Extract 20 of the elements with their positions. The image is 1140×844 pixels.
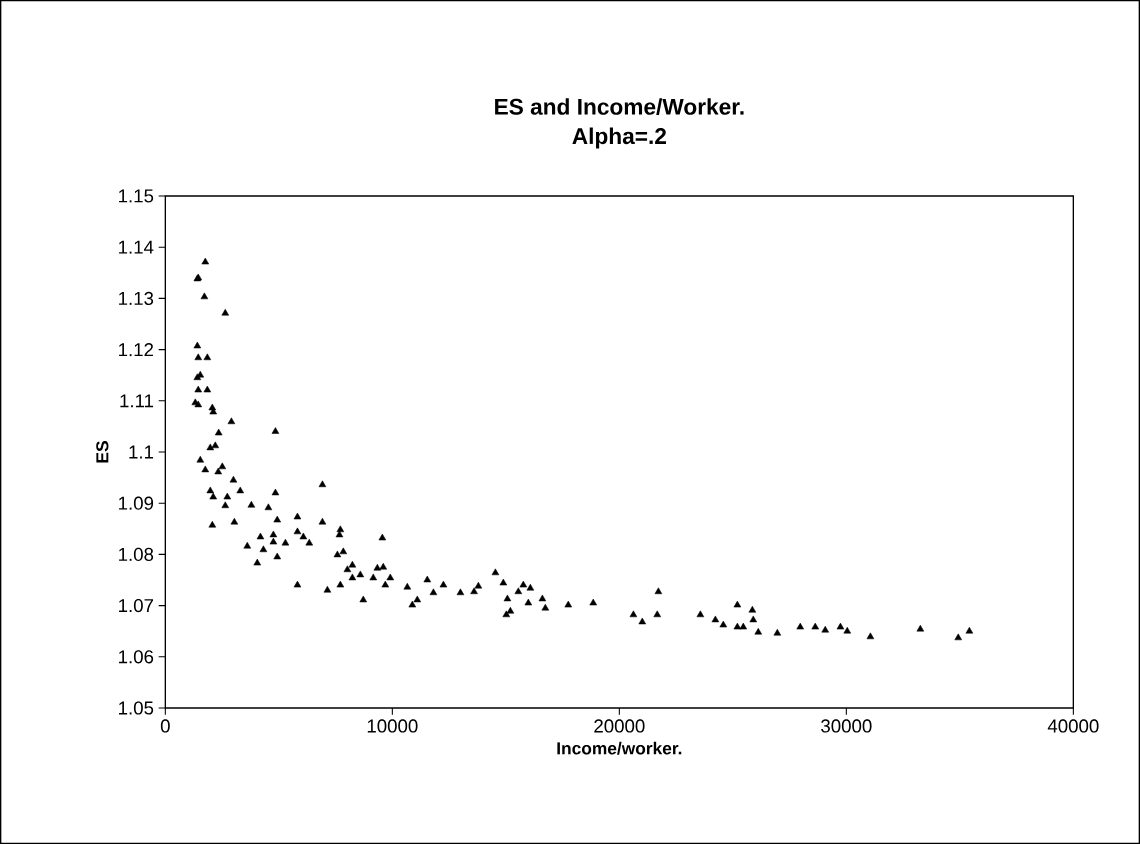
y-tick-label: 1.14 — [119, 240, 154, 254]
y-tick-label: 1.07 — [119, 598, 154, 613]
y-tick-label: 1.1 — [129, 445, 154, 459]
y-tick-label: 1.05 — [119, 701, 154, 715]
y-tick-label: 1.13 — [119, 291, 154, 306]
y-axis-title: ES — [96, 441, 109, 463]
y-tick-label: 1.09 — [119, 496, 154, 510]
chart-subtitle: Alpha=.2 — [572, 127, 666, 149]
y-tick-label: 1.12 — [119, 343, 154, 357]
x-tick-label: 20000 — [594, 719, 645, 733]
x-tick-label: 0 — [160, 719, 170, 733]
y-tick-label: 1.06 — [119, 650, 154, 664]
x-tick-label: 40000 — [1047, 719, 1099, 733]
y-tick-label: 1.08 — [119, 547, 154, 562]
x-tick-label: 30000 — [821, 719, 872, 733]
y-tick-label: 1.11 — [120, 394, 154, 408]
x-axis-title: Income/worker. — [557, 741, 682, 755]
x-tick-label: 10000 — [367, 719, 418, 733]
chart-title: ES and Income/Worker. — [495, 98, 744, 116]
y-tick-label: 1.15 — [119, 189, 154, 203]
